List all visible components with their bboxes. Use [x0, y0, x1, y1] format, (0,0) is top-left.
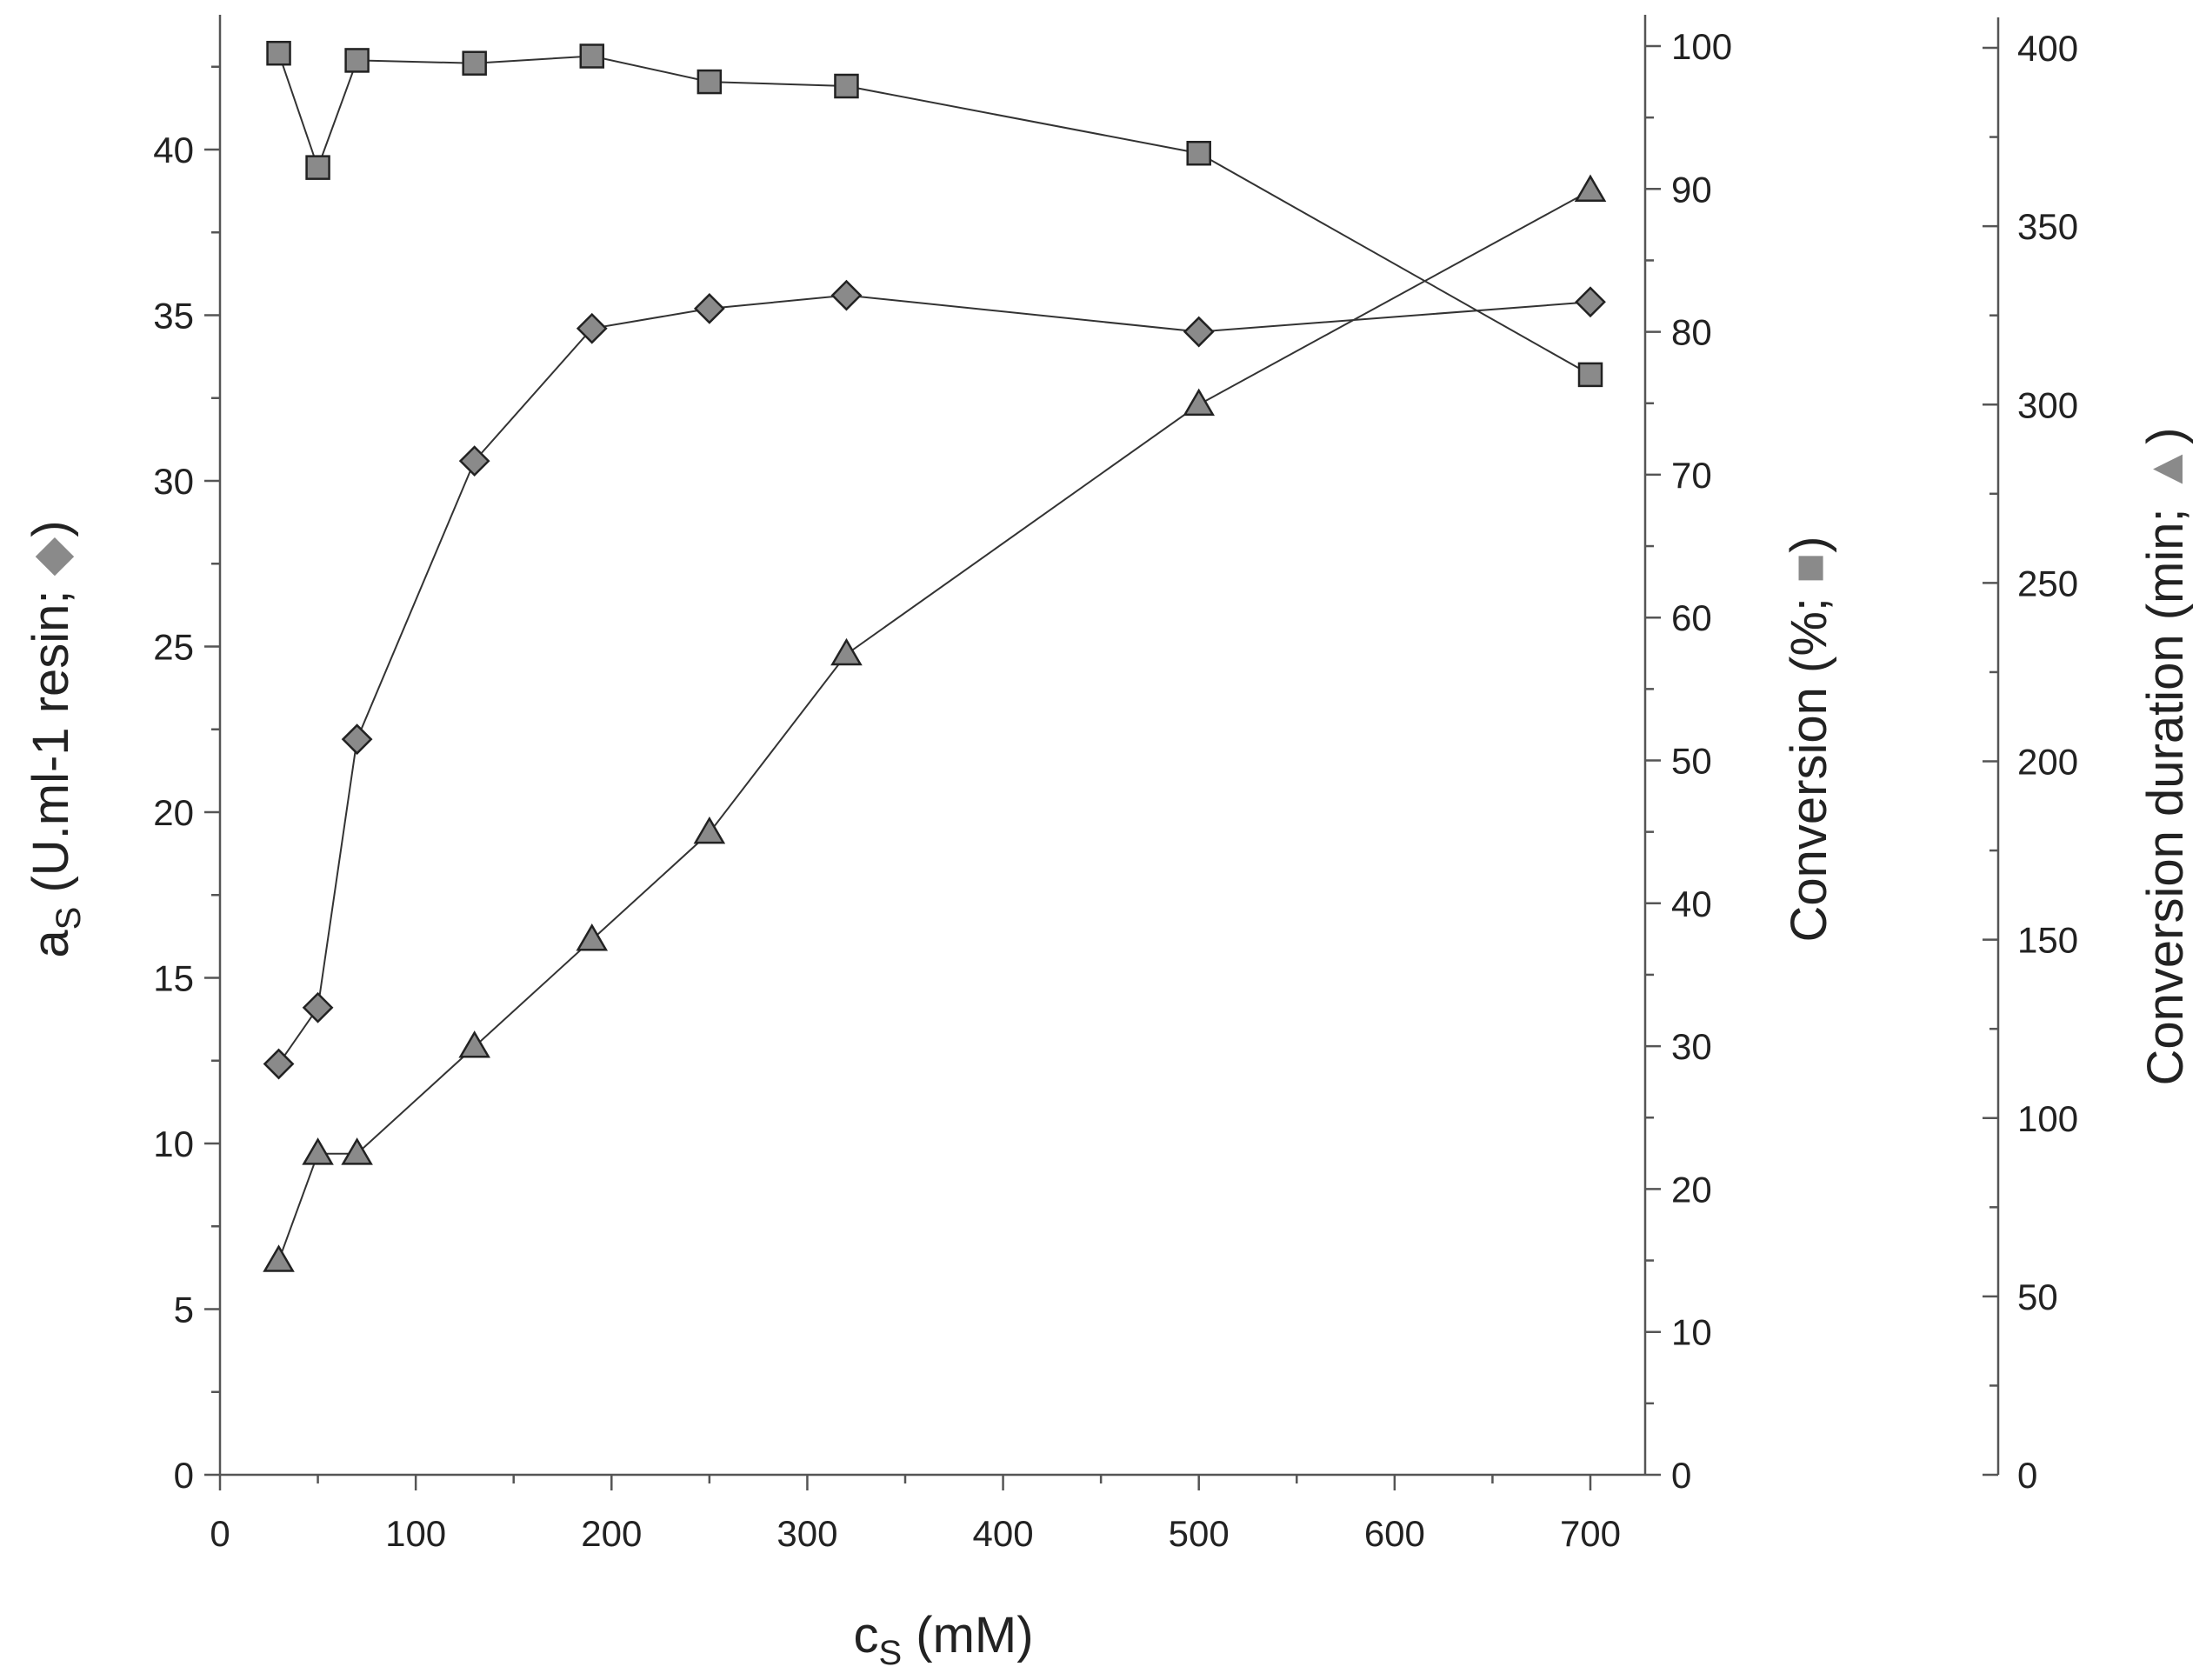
- x-tick-label: 0: [210, 1513, 230, 1554]
- diamond-icon: ◆: [23, 537, 79, 576]
- left-y-tick-label: 25: [153, 627, 194, 668]
- data-point-square: [696, 69, 723, 95]
- x-tick-label: 300: [776, 1513, 837, 1554]
- conversion-tick-label: 50: [1671, 741, 1712, 782]
- data-point-diamond: [693, 292, 725, 324]
- data-point-square: [344, 48, 370, 73]
- left-y-tick-label: 15: [153, 958, 194, 999]
- square-icon: ■: [1781, 553, 1837, 583]
- data-point-diamond: [263, 1048, 295, 1080]
- data-point-square: [462, 50, 487, 76]
- data-point-triangle: [1574, 174, 1607, 202]
- left-y-tick-label: 0: [174, 1455, 194, 1496]
- conversion-tick-label: 10: [1671, 1312, 1712, 1353]
- data-point-diamond: [1183, 316, 1215, 348]
- x-tick-label: 100: [385, 1513, 446, 1554]
- data-point-diamond: [341, 723, 373, 756]
- conversion-tick-label: 90: [1671, 169, 1712, 210]
- data-point-triangle: [302, 1137, 334, 1165]
- duration-tick-label: 300: [2017, 384, 2078, 425]
- x-axis-title: cS (mM): [853, 1607, 1033, 1672]
- left-y-tick-label: 20: [153, 792, 194, 833]
- x-tick-label: 200: [581, 1513, 642, 1554]
- data-point-square: [834, 73, 859, 99]
- data-point-square: [1186, 140, 1211, 166]
- data-point-diamond: [1575, 286, 1606, 318]
- data-point-square: [305, 155, 330, 180]
- duration-tick-label: 0: [2017, 1455, 2037, 1496]
- data-point-diamond: [458, 445, 490, 477]
- x-tick-label: 700: [1560, 1513, 1621, 1554]
- x-tick-label: 500: [1169, 1513, 1230, 1554]
- series-line-square: [277, 52, 1591, 376]
- x-tick-label: 600: [1364, 1513, 1425, 1554]
- data-point-triangle: [576, 923, 609, 951]
- data-point-diamond: [302, 991, 334, 1023]
- duration-tick-label: 350: [2017, 206, 2078, 247]
- left-y-tick-label: 10: [153, 1123, 194, 1164]
- axes: 0 100 200 300 400 500 600 700051015202530354001…: [153, 15, 2078, 1554]
- series-diamond: [263, 279, 1606, 1080]
- data-point-square: [1577, 362, 1603, 388]
- triangle-icon: ▲: [2137, 444, 2194, 494]
- series-square: [266, 40, 1603, 388]
- conversion-axis-title-text: Conversion (%; ■): [1781, 537, 1837, 943]
- left-y-axis-title: aS (U.ml-1 resin; ◆): [23, 520, 88, 957]
- duration-tick-label: 150: [2017, 920, 2078, 961]
- data-point-triangle: [341, 1137, 373, 1165]
- duration-tick-label: 100: [2017, 1098, 2078, 1139]
- left-y-axis-title-text: aS (U.ml-1 resin; ◆): [23, 520, 88, 957]
- left-y-tick-label: 40: [153, 130, 194, 170]
- series-line-triangle: [277, 190, 1591, 1262]
- data-point-triangle: [458, 1030, 490, 1058]
- data-point-triangle: [693, 816, 726, 844]
- conversion-tick-label: 60: [1671, 597, 1712, 638]
- left-y-tick-label: 5: [174, 1290, 194, 1330]
- data-point-square: [266, 40, 291, 66]
- conversion-tick-label: 100: [1671, 26, 1732, 67]
- data-point-diamond: [576, 312, 608, 344]
- duration-tick-label: 50: [2017, 1277, 2058, 1317]
- series-line-diamond: [277, 294, 1591, 1065]
- right-y-axis-conversion-title: Conversion (%; ■): [1781, 537, 1837, 943]
- series-triangle: [263, 174, 1607, 1272]
- conversion-tick-label: 80: [1671, 312, 1712, 353]
- duration-tick-label: 200: [2017, 742, 2078, 783]
- left-y-tick-label: 35: [153, 296, 194, 337]
- left-y-tick-label: 30: [153, 461, 194, 502]
- right-y-axis-duration-title: Conversion duration (min; ▲): [2137, 428, 2194, 1086]
- x-axis-title-text: cS (mM): [853, 1607, 1033, 1672]
- data-point-square: [579, 43, 605, 69]
- data-point-triangle: [263, 1244, 295, 1272]
- data-point-diamond: [830, 279, 863, 311]
- duration-tick-label: 400: [2017, 28, 2078, 69]
- data-point-triangle: [830, 637, 863, 666]
- data-point-triangle: [1183, 388, 1216, 417]
- x-tick-label: 400: [973, 1513, 1034, 1554]
- duration-tick-label: 250: [2017, 563, 2078, 603]
- conversion-tick-label: 70: [1671, 455, 1712, 496]
- duration-axis-title-text: Conversion duration (min; ▲): [2137, 428, 2194, 1086]
- series: [263, 40, 1607, 1272]
- conversion-tick-label: 30: [1671, 1026, 1712, 1067]
- conversion-tick-label: 0: [1671, 1455, 1691, 1496]
- conversion-tick-label: 20: [1671, 1169, 1712, 1210]
- conversion-tick-label: 40: [1671, 883, 1712, 924]
